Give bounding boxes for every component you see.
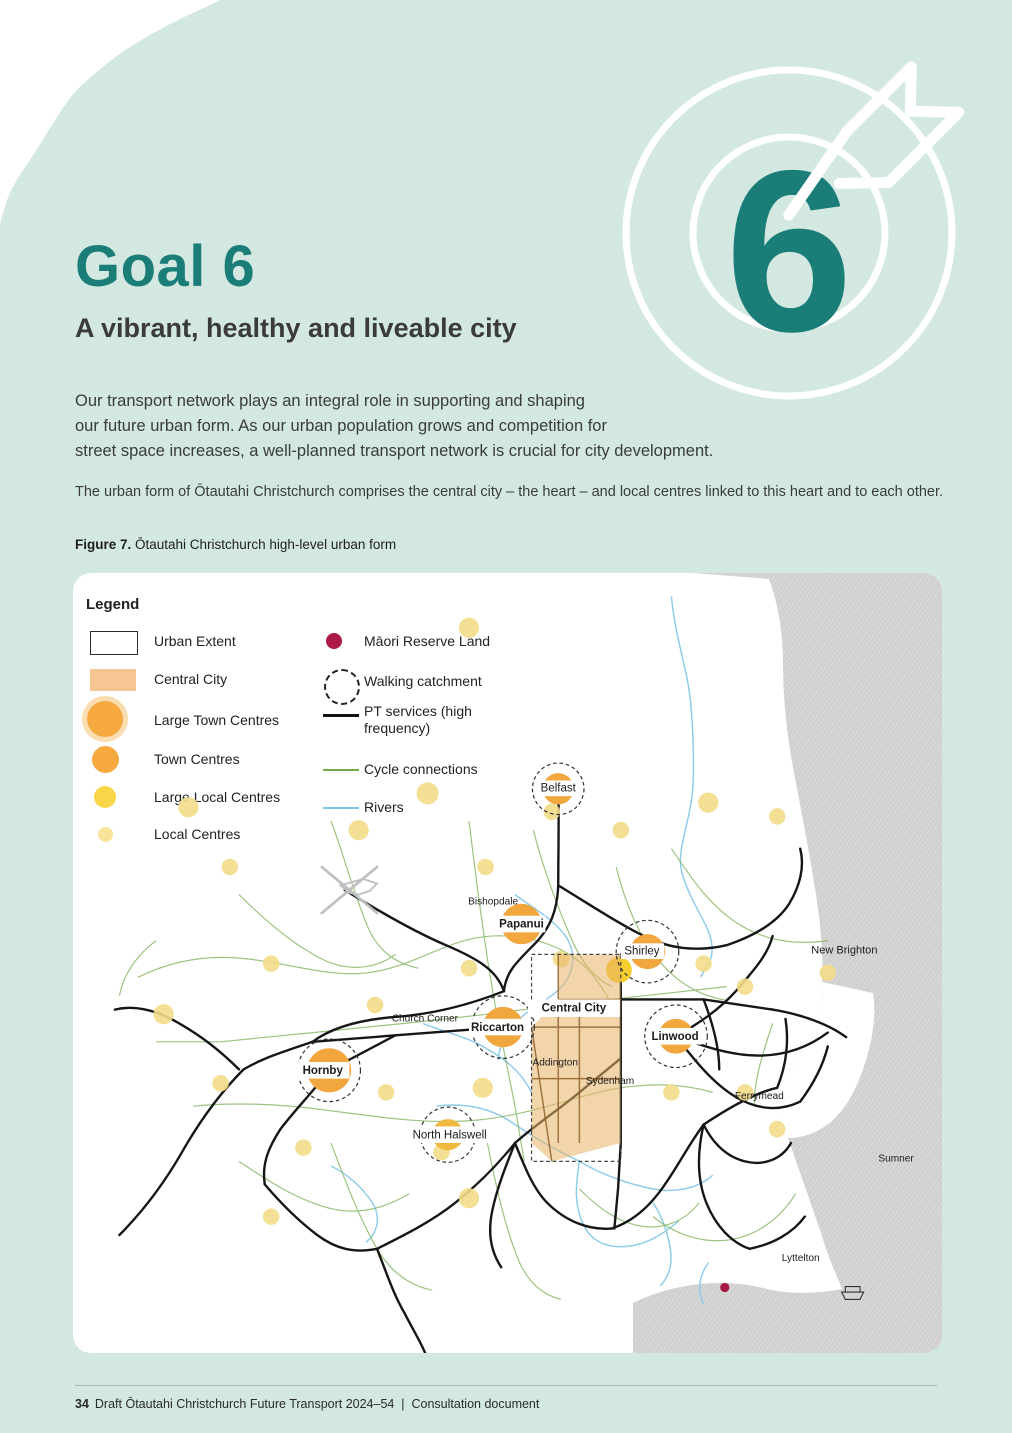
svg-text:Hornby: Hornby	[303, 1065, 344, 1077]
svg-text:Lyttelton: Lyttelton	[782, 1253, 820, 1264]
svg-text:Belfast: Belfast	[541, 783, 577, 795]
svg-text:Bishopdale: Bishopdale	[468, 897, 518, 908]
svg-text:6: 6	[725, 123, 853, 380]
svg-text:Church Corner: Church Corner	[392, 1014, 459, 1025]
svg-text:North Halswell: North Halswell	[413, 1129, 487, 1141]
svg-text:Papanui: Papanui	[499, 919, 544, 931]
svg-text:New Brighton: New Brighton	[811, 944, 877, 956]
svg-text:Sydenham: Sydenham	[586, 1076, 634, 1087]
svg-text:Linwood: Linwood	[651, 1031, 698, 1043]
svg-text:Central City: Central City	[542, 1002, 607, 1014]
svg-text:Ferrymead: Ferrymead	[735, 1091, 784, 1102]
svg-text:Addington: Addington	[532, 1058, 578, 1069]
svg-text:Shirley: Shirley	[624, 945, 659, 957]
svg-text:Riccarton: Riccarton	[471, 1022, 524, 1034]
svg-text:Sumner: Sumner	[878, 1153, 914, 1164]
